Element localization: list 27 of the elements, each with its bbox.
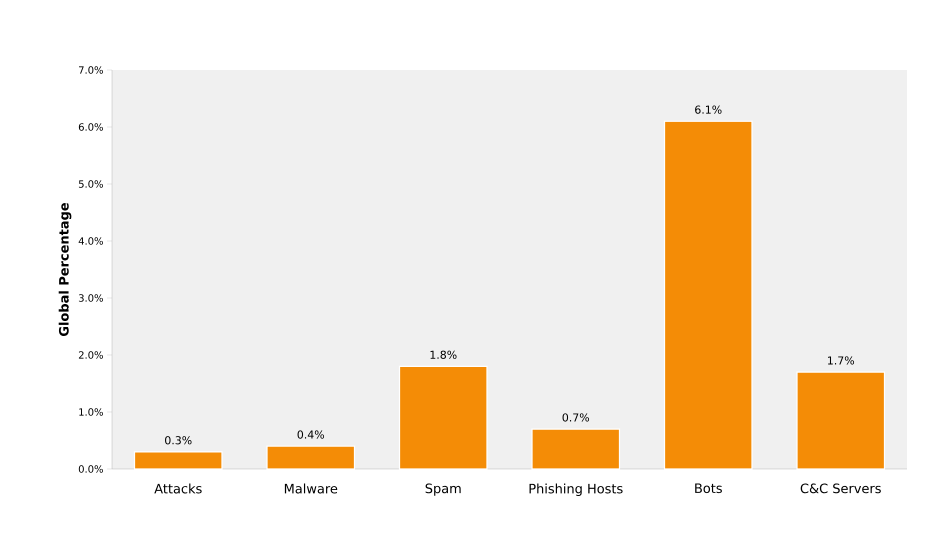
y-tick-label: 1.0%: [79, 408, 103, 416]
bar: [266, 446, 356, 470]
data-label: 1.8%: [430, 350, 457, 359]
y-tick-label: 2.0%: [78, 351, 103, 359]
data-label: 1.7%: [828, 356, 854, 365]
data-label: 6.1%: [695, 106, 722, 114]
x-tick-label: Phishing Hosts: [530, 483, 623, 496]
bar: [531, 428, 620, 470]
data-label: 0.7%: [562, 413, 590, 422]
bar: [398, 366, 488, 470]
bar: [796, 372, 886, 470]
y-tick-label: 6.0%: [78, 123, 103, 131]
bar: [134, 451, 223, 470]
y-axis-title: Global Percentage: [58, 202, 72, 336]
y-tick-label: 5.0%: [78, 180, 103, 188]
x-tick-label: C&C Servers: [800, 483, 881, 494]
x-tick-label: Attacks: [154, 483, 202, 494]
x-tick-label: Bots: [695, 483, 722, 494]
y-tick-label: 0.0%: [78, 465, 103, 473]
y-tick-label: 4.0%: [78, 237, 103, 245]
x-tick-label: Malware: [284, 483, 338, 494]
data-label: 0.3%: [165, 436, 192, 444]
data-label: 0.4%: [298, 430, 324, 439]
y-tick-label: 3.0%: [78, 294, 103, 302]
x-tick-label: Spam: [426, 483, 461, 496]
bar: [664, 120, 753, 470]
y-tick-label: 7.0%: [79, 66, 103, 74]
